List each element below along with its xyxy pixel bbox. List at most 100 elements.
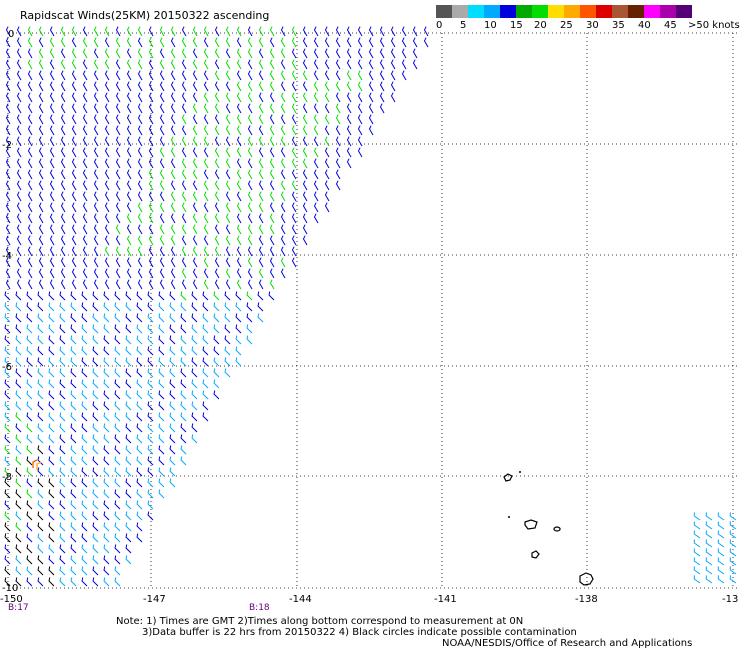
wind-barb — [48, 423, 55, 433]
wind-barb — [103, 434, 110, 444]
wind-barb — [48, 478, 55, 488]
wind-barb — [15, 401, 22, 411]
wind-barb — [401, 26, 407, 37]
wind-barb — [236, 224, 242, 235]
wind-barb — [4, 566, 11, 576]
wind-barb — [136, 335, 143, 345]
wind-barb — [258, 246, 264, 257]
wind-barb — [59, 412, 66, 422]
wind-barb — [126, 125, 132, 136]
wind-barb — [27, 81, 33, 92]
wind-barb — [170, 213, 176, 224]
wind-barb — [38, 48, 44, 59]
wind-barb — [181, 279, 187, 290]
wind-barb — [38, 213, 44, 224]
wind-barb — [235, 346, 242, 356]
wind-barb — [236, 136, 242, 147]
wind-barb — [147, 346, 154, 356]
wind-barb — [192, 125, 198, 136]
wind-barb — [148, 279, 154, 290]
wind-barb — [335, 81, 341, 92]
wind-barb — [137, 191, 143, 202]
wind-barb — [114, 511, 121, 521]
wind-barb — [170, 37, 176, 48]
wind-barb — [269, 246, 275, 257]
wind-barb — [92, 412, 99, 422]
wind-barb — [302, 125, 308, 136]
wind-barb — [137, 213, 143, 224]
wind-barb — [70, 500, 77, 510]
wind-barb — [324, 202, 330, 213]
wind-barb — [48, 335, 55, 345]
scale-swatch — [596, 5, 612, 18]
wind-barb — [147, 478, 154, 488]
wind-barb — [137, 180, 143, 191]
wind-barb — [37, 511, 44, 521]
wind-barb — [412, 59, 418, 70]
wind-barb — [82, 92, 88, 103]
wind-barb — [181, 103, 187, 114]
wind-barb — [71, 246, 77, 257]
wind-barb — [103, 335, 110, 345]
wind-barb — [93, 92, 99, 103]
wind-barb — [115, 114, 121, 125]
wind-barb — [16, 81, 22, 92]
wind-barb — [390, 37, 396, 48]
scale-label: 0 — [436, 20, 443, 31]
wind-barb — [148, 169, 154, 180]
wind-barb — [180, 302, 187, 312]
wind-barb — [236, 246, 242, 257]
wind-barb — [203, 147, 209, 158]
wind-barb — [15, 357, 22, 367]
wind-barb — [148, 268, 154, 279]
wind-barb — [104, 125, 110, 136]
wind-barb — [169, 467, 176, 477]
wind-barb — [202, 390, 209, 400]
wind-barb — [202, 313, 209, 323]
wind-barb — [214, 92, 220, 103]
wind-barb — [5, 125, 11, 136]
wind-barb — [170, 257, 176, 268]
wind-barb — [236, 180, 242, 191]
wind-barb — [103, 291, 110, 301]
wind-barb — [247, 125, 253, 136]
wind-barb — [27, 92, 33, 103]
wind-barb — [126, 279, 132, 290]
wind-barb — [70, 478, 77, 488]
wind-barb — [379, 92, 385, 103]
wind-barb — [104, 70, 110, 81]
wind-barb — [126, 136, 132, 147]
wind-barb — [26, 346, 33, 356]
wind-barb — [137, 246, 143, 257]
wind-barb — [5, 224, 11, 235]
wind-barb — [148, 114, 154, 125]
wind-barb — [70, 335, 77, 345]
wind-barb — [202, 324, 209, 334]
wind-barb — [49, 246, 55, 257]
wind-barb — [170, 136, 176, 147]
wind-barb — [236, 125, 242, 136]
wind-barb — [180, 368, 187, 378]
wind-barb — [38, 235, 44, 246]
wind-barb — [236, 202, 242, 213]
wind-barb — [357, 70, 363, 81]
wind-barb — [291, 70, 297, 81]
wind-barb — [324, 59, 330, 70]
wind-barb — [115, 213, 121, 224]
wind-barb — [214, 125, 220, 136]
scale-label: 35 — [612, 20, 625, 31]
wind-barb — [125, 390, 132, 400]
wind-barb — [38, 92, 44, 103]
wind-barb — [60, 202, 66, 213]
wind-barb — [104, 147, 110, 158]
wind-barb — [92, 357, 99, 367]
wind-barb — [15, 412, 22, 422]
wind-barb — [81, 346, 88, 356]
wind-barb — [192, 92, 198, 103]
wind-barb — [82, 268, 88, 279]
wind-barb — [159, 213, 165, 224]
wind-barb — [192, 169, 198, 180]
scale-label: 10 — [484, 20, 497, 31]
wind-barb — [148, 48, 154, 59]
wind-barb — [5, 246, 11, 257]
